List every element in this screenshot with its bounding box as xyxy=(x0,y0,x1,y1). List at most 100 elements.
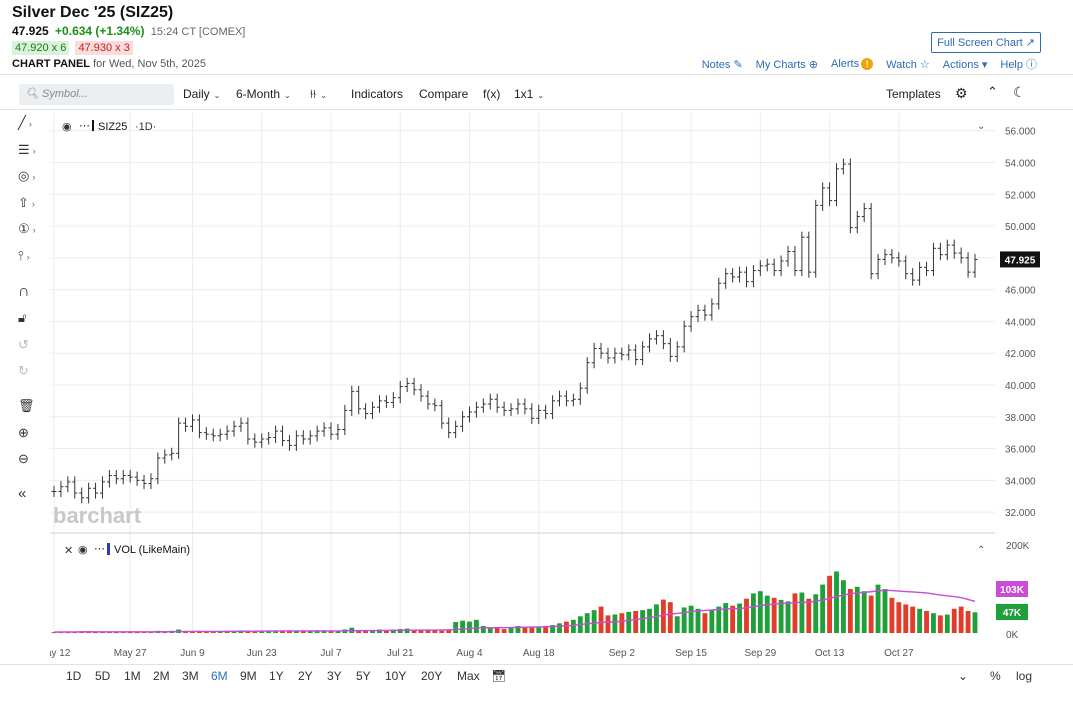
time-exchange: 15:24 CT [COMEX] xyxy=(150,26,246,38)
avg-volume-tag-text: 103K xyxy=(1000,585,1025,596)
volume-bar xyxy=(626,611,632,633)
settings-gear-icon[interactable]: ⚙ xyxy=(955,85,968,101)
redo-icon[interactable]: ↻ xyxy=(18,363,29,378)
compare-button[interactable]: Compare xyxy=(419,87,469,101)
magnet-icon[interactable]: ∩ xyxy=(18,283,30,300)
percent-toggle[interactable]: % xyxy=(990,669,1001,683)
chevron-down-icon[interactable]: ⌄ xyxy=(958,669,969,683)
dark-mode-moon-icon[interactable]: ☾ xyxy=(1013,84,1026,100)
zoom-out-icon[interactable]: ⊖ xyxy=(18,451,29,466)
trash-icon[interactable]: 🗑︎ xyxy=(18,398,35,413)
annotation-tool-icon[interactable]: ① › xyxy=(18,221,36,236)
more-icon[interactable]: ⋯ xyxy=(79,120,90,132)
trendline-tool-icon[interactable]: ╱ › xyxy=(18,115,32,130)
layout-select[interactable]: 1x1 ⌄ xyxy=(514,87,545,101)
watch-link[interactable]: Watch ☆ xyxy=(886,58,930,71)
volume-bar xyxy=(965,611,971,633)
templates-button[interactable]: Templates xyxy=(886,87,941,101)
volume-bar xyxy=(972,612,978,633)
volume-bar xyxy=(432,630,438,633)
actions-menu[interactable]: Actions ▾ xyxy=(942,58,988,71)
chart-svg[interactable]: 56.00054.00052.00050.00048.00046.00044.0… xyxy=(38,113,1050,663)
volume-bar xyxy=(383,630,389,633)
price-tick-label: 36.000 xyxy=(1005,445,1036,456)
volume-bar xyxy=(473,619,479,633)
volume-bar xyxy=(113,632,119,634)
collapse-sidebar-icon[interactable]: « xyxy=(18,485,27,502)
volume-bar xyxy=(861,591,867,633)
my-charts-link[interactable]: My Charts ⊕ xyxy=(755,58,818,71)
price-tick-label: 52.000 xyxy=(1005,190,1036,201)
eye-icon[interactable]: ◉ xyxy=(78,544,88,556)
volume-bar xyxy=(515,625,521,633)
volume-bar xyxy=(875,584,881,633)
chevron-down-icon[interactable]: ⌄ xyxy=(977,121,985,132)
volume-bar xyxy=(293,630,299,633)
period-bar: 1D 5D 1M 2M 3M 6M 9M 1Y 2Y 3Y 5Y 10Y 20Y Max 📅︎ ⌄% log xyxy=(0,664,1073,686)
period-3y[interactable]: 3Y xyxy=(327,669,342,683)
volume-bar xyxy=(667,602,673,633)
volume-bar xyxy=(820,584,826,633)
volume-bar xyxy=(494,628,500,633)
unlock-icon[interactable]: 🔓︎ xyxy=(18,310,27,325)
volume-bar xyxy=(702,613,708,633)
volume-average-line xyxy=(53,589,976,633)
indicators-button[interactable]: Indicators xyxy=(351,87,404,101)
period-20y[interactable]: 20Y xyxy=(421,669,443,683)
eye-icon[interactable]: ◉ xyxy=(62,121,72,133)
shape-tool-icon[interactable]: ◎ › xyxy=(18,168,36,183)
notes-link[interactable]: Notes ✎ xyxy=(701,58,743,71)
alerts-link[interactable]: Alerts! xyxy=(831,58,874,70)
date-tick-label: May 27 xyxy=(114,648,147,659)
volume-bar xyxy=(958,606,964,633)
volume-bar xyxy=(799,592,805,633)
quote-header: Silver Dec '25 (SIZ25) 47.925 +0.634 (+1… xyxy=(12,2,1062,72)
date-tick-label: May 12 xyxy=(50,648,71,659)
undo-icon[interactable]: ↺ xyxy=(18,337,29,352)
period-2y[interactable]: 2Y xyxy=(298,669,313,683)
chart-toolbar: 🔍︎ Symbol... Daily ⌄ 6-Month ⌄ ⫮⫮ ⌄ Indicat… xyxy=(0,74,1073,110)
period-10y[interactable]: 10Y xyxy=(385,669,407,683)
interval-select[interactable]: Daily ⌄ xyxy=(183,87,221,101)
panel-date: for Wed, Nov 5th, 2025 xyxy=(93,58,206,70)
volume-bar xyxy=(287,631,292,633)
period-9m[interactable]: 9M xyxy=(240,669,257,683)
period-1m[interactable]: 1M xyxy=(124,669,141,683)
volume-bar xyxy=(356,630,362,633)
price-axis: 56.00054.00052.00050.00048.00046.00044.0… xyxy=(1005,127,1036,519)
ask-badge: 47.930 x 3 xyxy=(75,41,133,55)
volume-bar xyxy=(903,604,909,633)
arrow-tool-icon[interactable]: ⇧ › xyxy=(18,195,35,210)
last-price-tag xyxy=(1000,251,1040,268)
fib-tool-icon[interactable]: ☰ › xyxy=(18,142,36,157)
period-1y[interactable]: 1Y xyxy=(269,669,284,683)
period-5y[interactable]: 5Y xyxy=(356,669,371,683)
period-6m[interactable]: 6M xyxy=(211,669,228,683)
collapse-up-icon[interactable]: ⌃ xyxy=(987,84,998,99)
chart-type-select[interactable]: ⫮⫮ ⌄ xyxy=(310,87,327,102)
period-max[interactable]: Max xyxy=(457,669,480,683)
fx-button[interactable]: f(x) xyxy=(483,87,501,101)
period-1d[interactable]: 1D xyxy=(66,669,82,683)
chevron-up-icon[interactable]: ⌃ xyxy=(977,545,985,556)
header-links: Notes ✎ My Charts ⊕ Alerts! Watch ☆ Actions… xyxy=(702,56,1037,72)
period-5d[interactable]: 5D xyxy=(95,669,111,683)
search-icon: 🔍︎ xyxy=(25,88,39,100)
price-tick-label: 56.000 xyxy=(1005,127,1036,138)
avg-volume-tag xyxy=(996,581,1028,597)
log-toggle[interactable]: log xyxy=(1016,669,1033,683)
period-3m[interactable]: 3M xyxy=(182,669,199,683)
zoom-in-icon[interactable]: ⊕ xyxy=(18,425,29,440)
close-icon[interactable]: ✕ xyxy=(64,545,73,557)
full-screen-chart-button[interactable]: Full Screen Chart ↗ xyxy=(931,32,1041,53)
period-2m[interactable]: 2M xyxy=(153,669,170,683)
more-icon[interactable]: ⋯ xyxy=(94,543,105,555)
volume-bar xyxy=(363,630,369,633)
range-select[interactable]: 6-Month ⌄ xyxy=(236,87,291,101)
calendar-icon[interactable]: 📅︎ xyxy=(491,669,507,683)
volume-bar xyxy=(633,611,639,633)
symbol-search-input[interactable]: 🔍︎ Symbol... xyxy=(19,84,174,105)
measure-tool-icon[interactable]: ⫯ › xyxy=(18,248,30,263)
price-chart[interactable]: 56.00054.00052.00050.00048.00046.00044.0… xyxy=(38,113,1050,663)
help-link[interactable]: Help ⓘ xyxy=(1000,56,1037,72)
